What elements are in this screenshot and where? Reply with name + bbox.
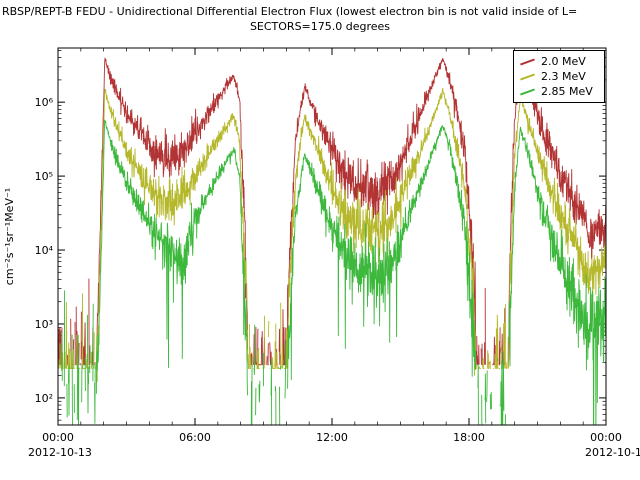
legend-line-sample-icon [520, 57, 535, 66]
series-line-2-85-mev [86, 314, 90, 414]
series-line-2-85-mev [274, 386, 277, 425]
series-line-2-3-mev [90, 351, 92, 369]
series-line-2-85-mev [486, 370, 488, 403]
series-line-2-3-mev [508, 92, 606, 328]
series-line-2-0-mev [478, 344, 480, 365]
y-tick-label: 10⁶ [35, 96, 54, 109]
series-line-2-0-mev [476, 336, 479, 366]
series-line-2-3-mev [81, 293, 85, 369]
series-line-2-85-mev [94, 364, 96, 424]
series-line-2-3-mev [276, 352, 278, 369]
series-line-2-3-mev [93, 332, 95, 369]
series-line-2-3-mev [249, 346, 251, 369]
series-line-2-0-mev [258, 331, 264, 366]
series-line-2-85-mev [253, 324, 256, 375]
series-line-2-3-mev [277, 366, 281, 369]
x-axis-start-date: 2012-10-13 [28, 446, 92, 459]
series-line-2-3-mev [281, 344, 284, 369]
series-line-2-3-mev [65, 301, 68, 369]
x-tick-label: 12:00 [316, 431, 348, 444]
series-group [58, 57, 606, 425]
series-line-2-85-mev [89, 345, 91, 374]
series-line-2-3-mev [69, 348, 73, 369]
legend-label: 2.85 MeV [541, 85, 593, 98]
series-line-2-3-mev [285, 87, 477, 376]
series-line-2-3-mev [494, 353, 496, 369]
series-line-2-3-mev [487, 350, 490, 369]
series-line-2-3-mev [507, 336, 509, 369]
series-line-2-3-mev [263, 315, 265, 369]
series-line-2-3-mev [482, 358, 484, 369]
series-line-2-0-mev [269, 342, 272, 366]
series-line-2-3-mev [256, 347, 260, 369]
series-line-2-3-mev [271, 341, 276, 369]
series-line-2-85-mev [484, 373, 487, 424]
series-line-2-85-mev [95, 119, 248, 396]
x-axis-end-date: 2012-10-14 [585, 446, 640, 459]
x-tick-label: 00:00 [42, 431, 74, 444]
series-line-2-85-mev [66, 383, 68, 418]
series-line-2-85-mev [287, 124, 477, 389]
y-tick-label: 10³ [35, 318, 53, 331]
series-line-2-3-mev [505, 362, 507, 369]
legend-item: 2.0 MeV [520, 54, 604, 69]
series-line-2-3-mev [503, 322, 506, 369]
y-tick-label: 10⁴ [35, 244, 54, 257]
plot-frame [57, 47, 607, 426]
chart-title: RBSP/REPT-B FEDU - Unidirectional Differ… [2, 5, 578, 18]
series-line-2-0-mev [267, 343, 269, 366]
y-tick-label: 10⁵ [35, 170, 53, 183]
series-line-2-0-mev [278, 328, 281, 365]
series-line-2-85-mev [508, 126, 606, 425]
series-line-2-0-mev [286, 58, 477, 366]
legend-item: 2.85 MeV [520, 84, 604, 99]
x-tick-label: 00:00 [590, 431, 622, 444]
series-line-2-0-mev [74, 321, 76, 366]
legend-line-sample-icon [520, 72, 535, 81]
legend: 2.0 MeV 2.3 MeV 2.85 MeV [513, 50, 605, 103]
series-line-2-0-mev [282, 309, 286, 366]
series-line-2-3-mev [96, 88, 248, 383]
series-line-2-85-mev [61, 331, 63, 381]
x-tick-label: 18:00 [453, 431, 485, 444]
series-line-2-85-mev [258, 380, 261, 403]
series-line-2-3-mev [489, 360, 491, 369]
series-line-2-3-mev [72, 349, 75, 369]
series-line-2-85-mev [250, 357, 253, 425]
series-line-2-3-mev [67, 342, 70, 369]
legend-label: 2.0 MeV [541, 55, 586, 68]
series-line-2-0-mev [255, 326, 258, 366]
chart-subtitle: SECTORS=175.0 degrees [249, 20, 391, 33]
series-line-2-85-mev [67, 365, 70, 416]
x-tick-label: 06:00 [179, 431, 211, 444]
series-line-2-85-mev [76, 334, 80, 425]
legend-line-sample-icon [520, 87, 535, 96]
series-line-2-0-mev [498, 327, 501, 366]
legend-item: 2.3 MeV [520, 69, 604, 84]
series-line-2-85-mev [500, 351, 505, 425]
series-line-2-0-mev [95, 57, 248, 365]
series-line-2-85-mev [270, 359, 273, 425]
series-line-2-85-mev [477, 364, 479, 425]
series-line-2-3-mev [85, 353, 88, 369]
series-line-2-85-mev [71, 334, 73, 425]
series-line-2-3-mev [495, 314, 499, 369]
series-line-2-3-mev [280, 302, 282, 369]
y-axis-label: cm⁻²s⁻¹sr⁻¹MeV⁻¹ [3, 188, 16, 285]
series-line-2-3-mev [247, 324, 250, 369]
series-line-2-0-mev [79, 363, 81, 366]
legend-label: 2.3 MeV [541, 70, 586, 83]
series-line-2-3-mev [59, 343, 61, 369]
y-tick-label: 10² [35, 392, 53, 405]
series-line-2-85-mev [284, 340, 287, 399]
series-line-2-0-mev [492, 363, 494, 366]
